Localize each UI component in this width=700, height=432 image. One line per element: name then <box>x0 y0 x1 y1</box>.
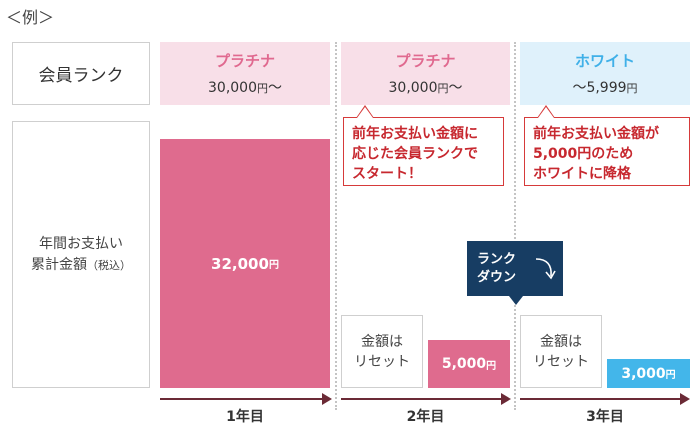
reset-line: 金額は <box>361 333 403 350</box>
amount-bar-year3: 3,000 円 <box>607 359 690 388</box>
year-label-3: 3年目 <box>586 409 624 425</box>
reset-line: リセット <box>533 353 589 370</box>
amount-bar-year2: 5,000 円 <box>428 340 510 388</box>
bar-value: 5,000 <box>441 356 487 372</box>
callout-line: ホワイトに降格 <box>533 166 631 182</box>
bar-value: 32,000 <box>211 254 269 273</box>
reset-line: リセット <box>354 353 410 370</box>
callout-pointer <box>537 105 555 118</box>
callout-line: 前年お支払い金額に <box>352 126 478 142</box>
total-label-line1: 年間お支払い <box>39 235 123 252</box>
total-label-line2: 累計金額 <box>31 256 87 273</box>
rank-header-year3: ホワイト ～5,999円 <box>520 42 690 105</box>
year-label-2: 2年目 <box>406 409 445 425</box>
rank-label-text: 会員ランク <box>38 66 124 86</box>
callout-pointer <box>356 105 374 118</box>
rank-name: ホワイト <box>574 52 635 70</box>
rank-name: プラチナ <box>214 52 275 70</box>
arrow-head-icon <box>680 393 690 405</box>
reset-box-year2: 金額は リセット <box>341 315 423 388</box>
rank-threshold: 30,000円～ <box>208 80 282 96</box>
reset-box-year3: 金額は リセット <box>520 315 602 388</box>
callout-line: スタート！ <box>352 166 422 182</box>
timeline-arrow-year3 <box>520 398 680 400</box>
year-label-1: 1年目 <box>226 409 264 425</box>
bar-value: 3,000 <box>621 365 666 382</box>
yen-unit: 円 <box>268 260 279 271</box>
rank-threshold: ～5,999円 <box>572 80 638 96</box>
year-divider <box>335 42 337 410</box>
rank-threshold: 30,000円～ <box>388 80 463 96</box>
rank-down-line1: ランク <box>477 252 517 267</box>
yen-unit: 円 <box>486 360 497 372</box>
timeline-arrow-year1 <box>160 398 322 400</box>
rank-header-year2: プラチナ 30,000円～ <box>341 42 510 105</box>
callout-line: 前年お支払い金額が <box>533 126 659 142</box>
rank-down-line2: ダウン <box>477 270 517 285</box>
amount-bar-year1: 32,000 円 <box>160 139 330 388</box>
callout-line: 応じた会員ランクで <box>352 146 478 162</box>
callout-year2: 前年お支払い金額に 応じた会員ランクで スタート！ <box>343 105 504 186</box>
rank-name: プラチナ <box>395 52 456 70</box>
tax-note: （税込） <box>87 258 131 272</box>
example-label: ＜例＞ <box>6 8 55 27</box>
total-row-label: 年間お支払い 累計金額（税込） <box>12 121 150 388</box>
callout-year3: 前年お支払い金額が 5,000円のため ホワイトに降格 <box>524 105 690 186</box>
arrow-head-icon <box>501 393 511 405</box>
year-divider <box>514 42 516 410</box>
rank-down-badge: ランク ダウン <box>467 241 563 305</box>
timeline-arrow-year2 <box>341 398 501 400</box>
yen-unit: 円 <box>665 370 676 381</box>
rank-header-year1: プラチナ 30,000円～ <box>160 42 330 105</box>
reset-line: 金額は <box>540 333 582 350</box>
badge-pointer <box>509 296 523 305</box>
arrow-head-icon <box>322 393 332 405</box>
rank-row-label: 会員ランク <box>12 42 150 105</box>
callout-line: 5,000円のため <box>533 146 634 162</box>
curved-arrow-icon <box>535 258 556 280</box>
